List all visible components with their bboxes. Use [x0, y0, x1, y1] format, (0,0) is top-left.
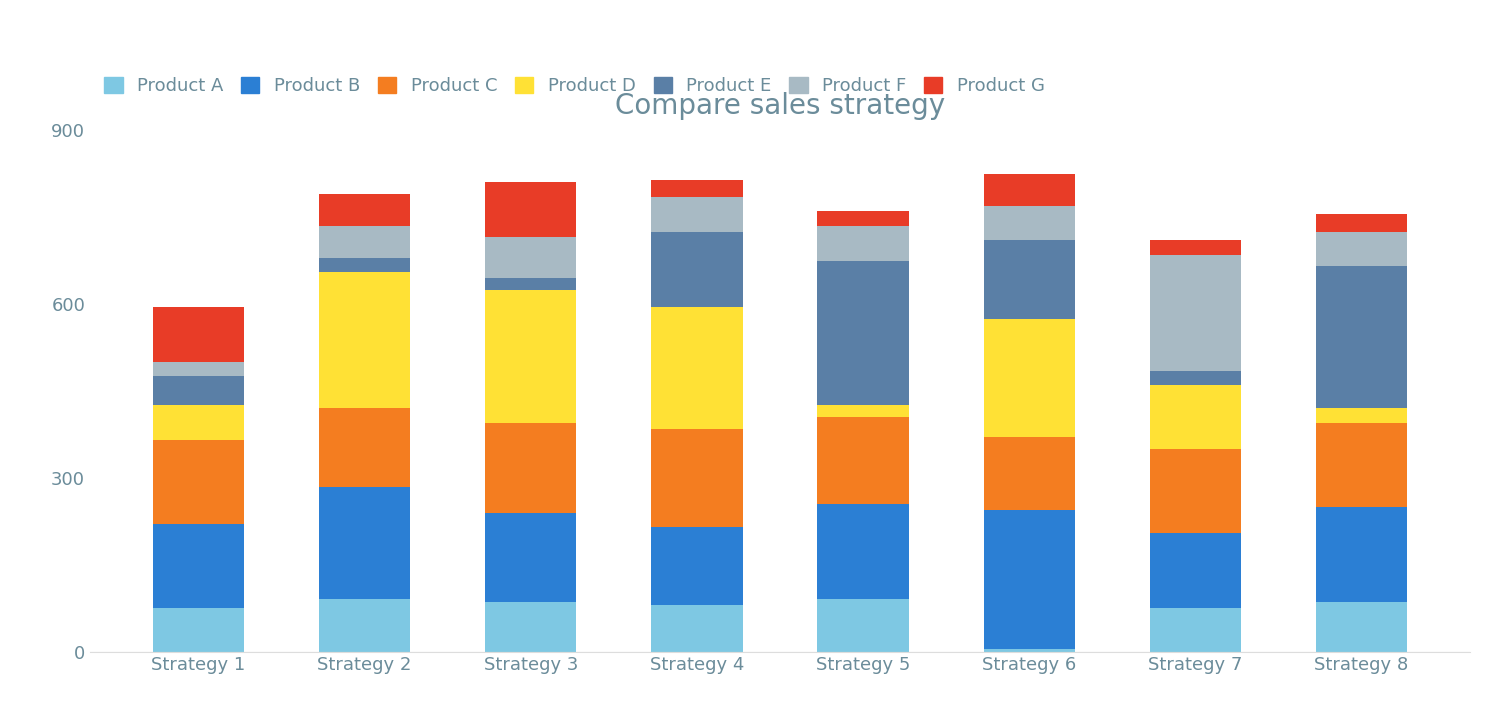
Bar: [818, 504, 909, 599]
Bar: [484, 423, 576, 513]
Bar: [484, 513, 576, 602]
Bar: [651, 197, 742, 232]
Bar: [818, 211, 909, 226]
Bar: [984, 437, 1076, 510]
Bar: [818, 226, 909, 261]
Title: Compare sales strategy: Compare sales strategy: [615, 92, 945, 119]
Bar: [320, 408, 411, 487]
Bar: [651, 232, 742, 307]
Bar: [818, 261, 909, 405]
Bar: [1316, 232, 1407, 266]
Bar: [484, 290, 576, 423]
Bar: [651, 307, 742, 429]
Bar: [1316, 602, 1407, 652]
Bar: [1316, 423, 1407, 507]
Bar: [153, 440, 244, 524]
Bar: [484, 182, 576, 237]
Bar: [1316, 266, 1407, 408]
Bar: [818, 599, 909, 652]
Bar: [320, 258, 411, 272]
Bar: [984, 319, 1076, 437]
Bar: [984, 649, 1076, 652]
Bar: [1149, 385, 1240, 449]
Bar: [153, 307, 244, 362]
Bar: [984, 240, 1076, 319]
Bar: [484, 237, 576, 278]
Bar: [1316, 214, 1407, 232]
Bar: [1149, 608, 1240, 652]
Bar: [984, 206, 1076, 240]
Bar: [818, 417, 909, 504]
Bar: [1149, 255, 1240, 371]
Bar: [153, 524, 244, 608]
Bar: [153, 376, 244, 405]
Bar: [818, 405, 909, 417]
Bar: [1316, 408, 1407, 423]
Legend: Product A, Product B, Product C, Product D, Product E, Product F, Product G: Product A, Product B, Product C, Product…: [99, 72, 1050, 101]
Bar: [153, 405, 244, 440]
Bar: [1149, 533, 1240, 608]
Bar: [651, 180, 742, 197]
Bar: [153, 608, 244, 652]
Bar: [153, 362, 244, 376]
Bar: [651, 605, 742, 652]
Bar: [320, 272, 411, 408]
Bar: [984, 174, 1076, 206]
Bar: [484, 602, 576, 652]
Bar: [1149, 371, 1240, 385]
Bar: [1149, 449, 1240, 533]
Bar: [984, 510, 1076, 649]
Bar: [651, 527, 742, 605]
Bar: [320, 599, 411, 652]
Bar: [320, 226, 411, 258]
Bar: [1316, 507, 1407, 602]
Bar: [484, 278, 576, 290]
Bar: [1149, 240, 1240, 255]
Bar: [320, 194, 411, 226]
Bar: [320, 487, 411, 599]
Bar: [651, 429, 742, 527]
